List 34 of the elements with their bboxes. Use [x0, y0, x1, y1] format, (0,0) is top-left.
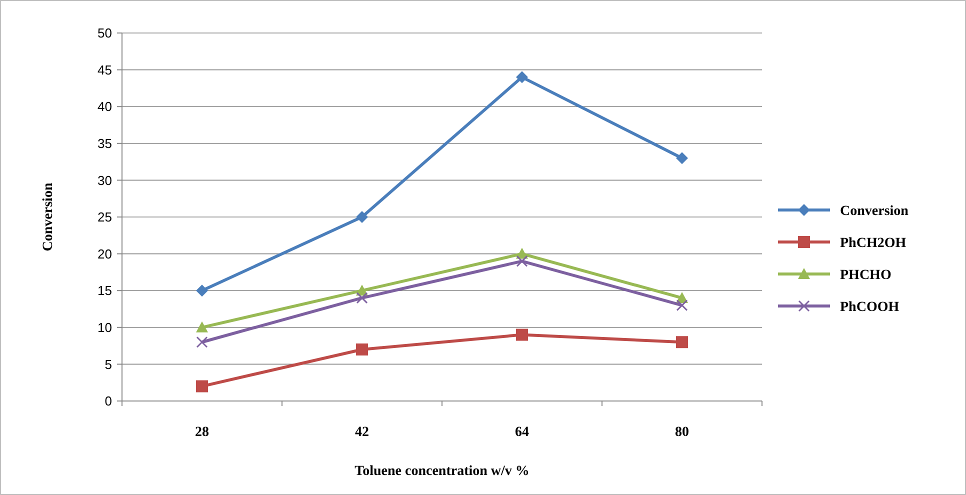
point	[676, 152, 688, 164]
point	[356, 343, 368, 356]
legend-label: PhCOOH	[840, 300, 900, 315]
y-tick-label: 25	[98, 210, 112, 225]
y-tick-label: 15	[98, 283, 112, 298]
point	[516, 255, 528, 267]
point	[516, 328, 528, 341]
point	[516, 71, 528, 84]
y-tick-label: 30	[98, 172, 112, 188]
x-tick-label: 64	[515, 425, 529, 440]
y-tick-label: 10	[98, 320, 112, 335]
y-tick-label: 20	[98, 246, 112, 262]
x-axis-title: Toluene concentration w/v %	[354, 464, 530, 479]
x-tick-label: 42	[355, 425, 369, 440]
y-tick-label: 50	[98, 26, 112, 41]
y-tick-label: 35	[98, 136, 112, 151]
legend-label: PHCHO	[840, 268, 892, 283]
x-tick-label: 28	[195, 425, 209, 440]
y-tick-label: 40	[98, 99, 112, 114]
point	[676, 336, 688, 348]
point	[356, 292, 368, 304]
point	[676, 300, 688, 312]
y-tick-label: 5	[104, 356, 112, 372]
point	[356, 211, 368, 223]
y-axis-title: Conversion	[41, 182, 56, 252]
point	[196, 321, 208, 332]
y-tick-label: 0	[104, 394, 112, 409]
legend-label: Conversion	[840, 204, 909, 219]
point	[196, 336, 208, 348]
y-tick-label: 45	[98, 62, 112, 78]
x-tick-label: 80	[675, 425, 689, 440]
point	[196, 380, 208, 392]
point	[196, 284, 208, 297]
legend-label: PhCH2OH	[840, 236, 906, 251]
